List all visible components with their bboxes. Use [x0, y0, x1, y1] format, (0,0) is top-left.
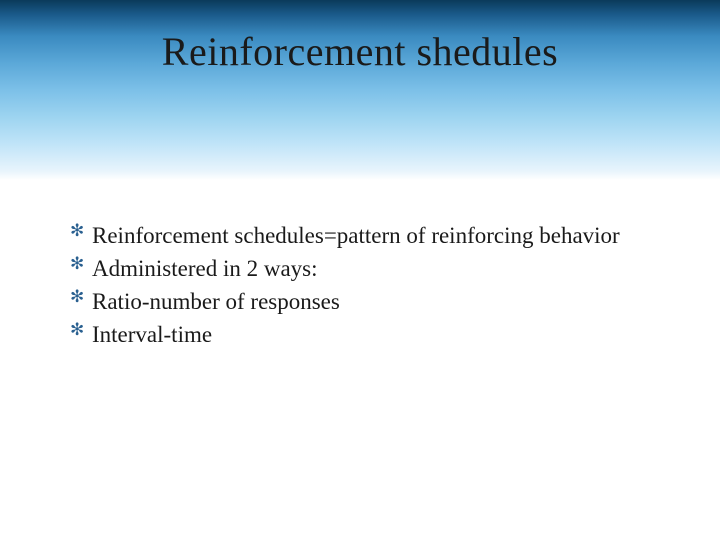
slide-title: Reinforcement shedules — [162, 28, 558, 75]
bullet-icon: ✻ — [70, 319, 92, 342]
bullet-icon: ✻ — [70, 286, 92, 309]
list-item: ✻ Ratio-number of responses — [70, 286, 650, 317]
bullet-text: Administered in 2 ways: — [92, 253, 650, 284]
list-item: ✻ Reinforcement schedules=pattern of rei… — [70, 220, 650, 251]
bullet-icon: ✻ — [70, 253, 92, 276]
bullet-icon: ✻ — [70, 220, 92, 243]
list-item: ✻ Administered in 2 ways: — [70, 253, 650, 284]
slide: Reinforcement shedules ✻ Reinforcement s… — [0, 0, 720, 540]
header-band: Reinforcement shedules — [0, 0, 720, 180]
bullet-text: Ratio-number of responses — [92, 286, 650, 317]
list-item: ✻ Interval-time — [70, 319, 650, 350]
bullet-text: Reinforcement schedules=pattern of reinf… — [92, 220, 650, 251]
bullet-text: Interval-time — [92, 319, 650, 350]
content-area: ✻ Reinforcement schedules=pattern of rei… — [0, 180, 720, 350]
